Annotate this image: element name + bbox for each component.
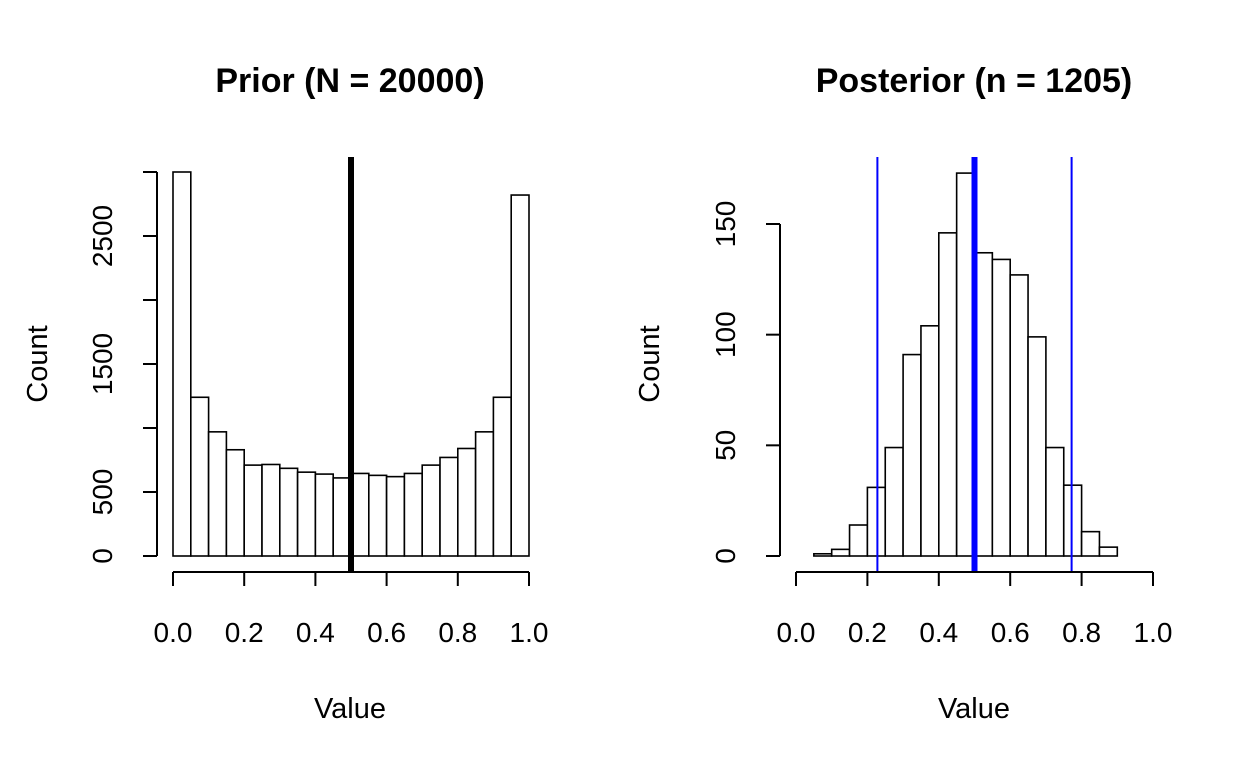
prior-x-axis-label: Value xyxy=(314,693,386,725)
prior-x-tick-label: 0.2 xyxy=(225,617,264,648)
prior-x-tick-label: 0.8 xyxy=(438,617,477,648)
posterior-bars xyxy=(813,172,1119,557)
prior-x-tick-label: 0.0 xyxy=(154,617,193,648)
prior-bar xyxy=(367,474,388,557)
prior-y-tick-label: 2500 xyxy=(87,205,118,267)
posterior-bar xyxy=(1062,484,1083,557)
prior-bar xyxy=(403,472,423,557)
posterior-bar xyxy=(1098,546,1119,557)
prior-bar xyxy=(439,456,459,557)
prior-bar xyxy=(261,463,281,557)
prior-panel: Prior (N = 20000) Value Count 0.0 0.2 0.4 0… xyxy=(22,62,548,725)
posterior-bar xyxy=(813,552,833,557)
posterior-y-tick-label: 100 xyxy=(710,311,741,358)
posterior-x-tick-label: 0.2 xyxy=(848,617,887,648)
prior-bar xyxy=(243,464,263,557)
posterior-y-tick-label: 0 xyxy=(710,548,741,564)
prior-bar xyxy=(492,396,512,557)
prior-y-axis: 0 500 1500 2500 xyxy=(87,171,158,564)
posterior-x-tick-label: 1.0 xyxy=(1134,617,1173,648)
posterior-vlines xyxy=(876,157,1073,572)
prior-y-tick-label: 1500 xyxy=(87,333,118,395)
posterior-bar xyxy=(991,258,1011,557)
posterior-y-axis: 0 50 100 150 xyxy=(710,201,781,564)
prior-bar xyxy=(278,467,299,557)
posterior-panel: Posterior (n = 1205) Value Count 0.0 0.2 0… xyxy=(634,62,1172,725)
posterior-bar xyxy=(866,486,887,557)
prior-y-axis-label: Count xyxy=(22,325,54,402)
posterior-y-tick-label: 150 xyxy=(710,201,741,248)
posterior-bar xyxy=(1080,530,1101,557)
prior-x-tick-label: 0.6 xyxy=(367,617,406,648)
prior-x-axis: 0.0 0.2 0.4 0.6 0.8 1.0 xyxy=(154,571,549,648)
prior-bar xyxy=(510,194,530,557)
posterior-x-tick-label: 0.6 xyxy=(991,617,1030,648)
prior-bars xyxy=(172,171,530,557)
prior-bar xyxy=(296,471,317,557)
posterior-bar xyxy=(902,353,922,557)
prior-y-tick-label: 500 xyxy=(87,469,118,516)
prior-x-tick-label: 0.4 xyxy=(296,617,335,648)
prior-bar xyxy=(474,431,495,557)
posterior-title: Posterior (n = 1205) xyxy=(816,62,1133,100)
prior-bar xyxy=(385,475,406,557)
posterior-x-axis: 0.0 0.2 0.4 0.6 0.8 1.0 xyxy=(777,571,1173,648)
posterior-bar xyxy=(1045,446,1065,557)
prior-bar xyxy=(225,448,245,557)
posterior-x-axis-label: Value xyxy=(938,693,1010,725)
posterior-bar xyxy=(937,232,958,557)
posterior-bar xyxy=(1009,274,1029,557)
prior-bar xyxy=(207,431,228,557)
posterior-x-tick-label: 0.4 xyxy=(919,617,958,648)
posterior-y-tick-label: 50 xyxy=(710,430,741,461)
prior-bar xyxy=(314,473,334,557)
posterior-bar xyxy=(920,325,940,557)
posterior-bar xyxy=(848,524,869,557)
posterior-bar xyxy=(1027,336,1047,557)
prior-bar xyxy=(172,171,192,557)
posterior-bar xyxy=(830,548,851,557)
prior-y-tick-label: 0 xyxy=(87,548,118,564)
prior-bar xyxy=(421,464,441,557)
prior-bar xyxy=(190,396,210,557)
posterior-x-tick-label: 0.0 xyxy=(777,617,816,648)
posterior-x-tick-label: 0.8 xyxy=(1062,617,1101,648)
prior-x-tick-label: 1.0 xyxy=(510,617,549,648)
prior-bar xyxy=(456,447,477,557)
prior-title: Prior (N = 20000) xyxy=(215,62,484,100)
posterior-y-axis-label: Count xyxy=(634,325,666,402)
posterior-bar xyxy=(884,446,904,557)
